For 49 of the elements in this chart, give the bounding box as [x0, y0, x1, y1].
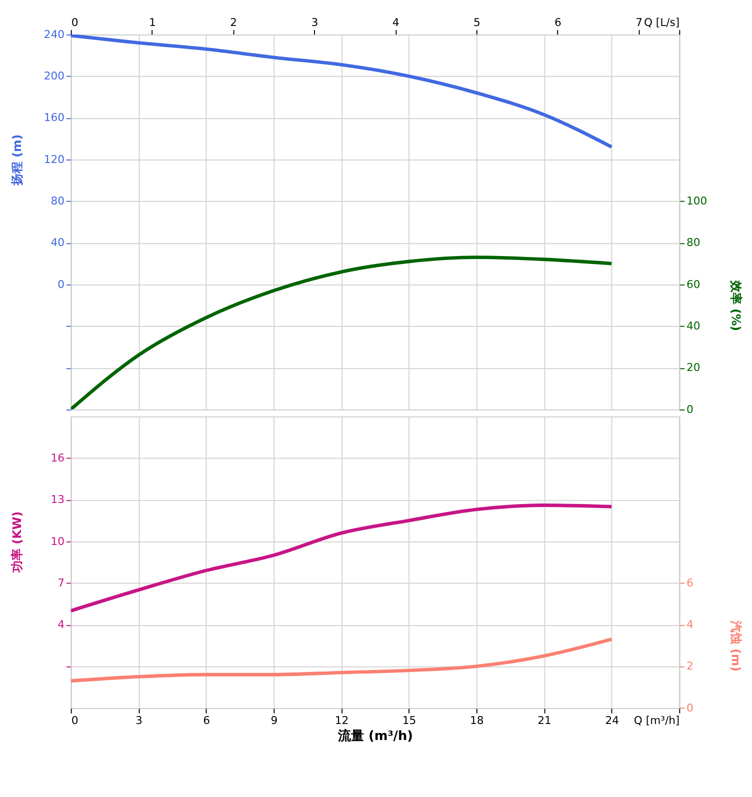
x-tick-label: Q [m³/h] — [634, 714, 680, 728]
y-tick-label: 40 — [50, 236, 65, 250]
x-tick-label: 6 — [203, 714, 210, 728]
x-tick-label: 18 — [470, 714, 484, 728]
x2-tick-label: Q [L/s] — [644, 16, 680, 30]
line-series — [70, 256, 614, 410]
x-tick-label: 9 — [270, 714, 278, 728]
y2-tick-label: 6 — [686, 576, 694, 590]
y2-tick-label: 2 — [686, 660, 694, 673]
y2-tick-label: 0 — [686, 701, 694, 714]
x-tick-label: 12 — [334, 714, 349, 728]
x-tick-label: 24 — [605, 714, 620, 728]
y-tick-label: 10 — [50, 534, 65, 548]
y2-tick-label: 60 — [686, 278, 700, 291]
x2-tick-label: 5 — [473, 16, 480, 30]
x2-tick-label: 3 — [311, 16, 318, 30]
y2-axis-title: 效率 (%) — [728, 279, 743, 332]
y-tick-label: 0 — [58, 278, 65, 291]
y2-axis-title: 汽蚀 (m) — [728, 619, 743, 672]
x2-tick-label: 1 — [149, 16, 156, 30]
x-tick-label: 15 — [402, 714, 416, 728]
x-tick-label: 21 — [538, 714, 552, 728]
y2-tick-label: 4 — [686, 618, 694, 632]
y-tick-label: 16 — [50, 452, 65, 465]
y2-tick-label: 40 — [686, 319, 700, 332]
x2-tick-label: 6 — [554, 16, 562, 30]
y-tick-label: 120 — [44, 152, 65, 166]
line-series — [70, 638, 614, 683]
y-tick-label: 4 — [58, 618, 65, 632]
y-tick-label: 200 — [44, 70, 65, 83]
line-series — [70, 504, 614, 612]
x2-tick-label: 0 — [71, 16, 78, 30]
x2-tick-label: 7 — [636, 16, 643, 30]
x-axis-title: 流量 (m³/h) — [337, 728, 413, 744]
y-tick-label: 80 — [50, 194, 65, 208]
x2-tick-label: 4 — [392, 16, 400, 30]
x-tick-label: 0 — [71, 714, 78, 728]
y2-tick-label: 20 — [686, 361, 700, 374]
y-axis-title: 功率 (KW) — [10, 511, 24, 574]
y-axis-title: 扬程 (m) — [10, 134, 24, 187]
y-tick-label: 240 — [44, 28, 65, 41]
y2-tick-label: 100 — [686, 194, 708, 208]
x-tick-label: 3 — [136, 714, 143, 728]
y2-tick-label: 0 — [686, 402, 694, 416]
x2-tick-label: 2 — [230, 16, 238, 30]
y-tick-label: 160 — [44, 111, 65, 124]
y-tick-label: 13 — [50, 493, 65, 506]
y2-tick-label: 80 — [686, 236, 700, 250]
y-tick-label: 7 — [58, 576, 64, 590]
